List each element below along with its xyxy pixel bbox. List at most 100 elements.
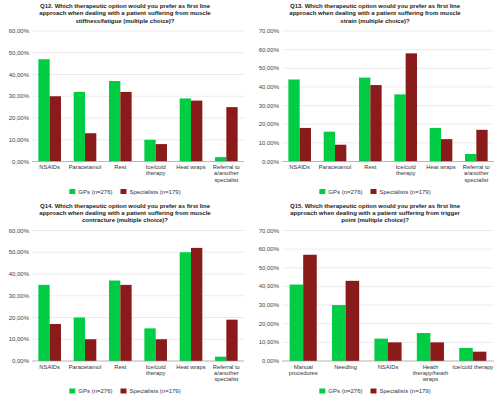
panel: Q13. Which therapeutic option would you … (259, 3, 494, 195)
x-tick-label-line: therapy/heath (413, 370, 448, 376)
y-tick-label: 40,00% (259, 283, 280, 289)
bar (459, 348, 473, 361)
chart-title-line: approach when dealing with a patient suf… (289, 10, 461, 16)
legend-swatch (69, 189, 75, 194)
x-tick-label: Paracetamol (69, 164, 102, 170)
grid-line (32, 295, 244, 296)
y-tick-label: 50,00% (259, 65, 280, 71)
y-tick-label: 50,00% (9, 50, 30, 56)
x-tick-label: NSAIDs (39, 364, 60, 370)
x-tick-label: Heat wraps (426, 164, 455, 170)
y-tick-label: 20,00% (9, 315, 30, 321)
bar (156, 339, 167, 361)
bar (85, 133, 96, 161)
x-tick-label-line: Heat wraps (176, 164, 205, 170)
y-tick-label: 10,00% (9, 336, 30, 342)
legend: GPs (n=276) Specialists (n=179) (319, 189, 430, 195)
y-tick-label: 30,00% (259, 302, 280, 308)
grid-line (282, 124, 494, 125)
grid-line (32, 230, 244, 231)
y-tick-label: 40,00% (9, 72, 30, 78)
panel: Q12. Which therapeutic option would you … (9, 3, 244, 195)
x-tick-label: Rest (114, 164, 126, 170)
x-tick-label: Manualprocedures (289, 364, 318, 376)
legend-label: Specialists (n=179) (379, 189, 430, 195)
bar (290, 285, 304, 361)
x-tick-label: Referral toa/anotherspecialist (213, 164, 240, 183)
x-tick-label-line: procedures (289, 370, 318, 376)
x-tick-label-line: Ice/cold (146, 164, 166, 170)
bar (109, 281, 120, 361)
bar (74, 92, 85, 162)
grid-line (32, 31, 244, 32)
grid-line (282, 161, 494, 162)
bar (374, 339, 388, 361)
legend-swatch (370, 189, 376, 194)
y-tick-label: 20,00% (259, 321, 280, 327)
chart-title-line: Q13. Which therapeutic option would you … (290, 3, 461, 9)
chart-title-line: point (multiple choice)? (341, 217, 409, 223)
bars (38, 59, 237, 161)
chart-title-line: Q12. Which therapeutic option would you … (40, 3, 211, 9)
chart-title: Q15. Which therapeutic option would you … (290, 203, 461, 224)
x-tick-label-line: Paracetamol (319, 164, 352, 170)
legend-label: GPs (n=276) (78, 189, 112, 195)
bar (226, 107, 237, 161)
y-tick-label: 10,00% (9, 137, 30, 143)
x-tick-label-line: Rest (114, 164, 126, 170)
x-tick-label-line: a/another (214, 170, 239, 176)
x-axis-line (282, 361, 494, 362)
bar (300, 128, 311, 162)
x-tick-label: Ice/coldtherapy (396, 164, 416, 176)
x-tick-label: Rest (114, 364, 126, 370)
grid-line (282, 249, 494, 250)
legend-swatch (319, 389, 325, 394)
chart-title-line: approach when dealing with a patient suf… (290, 210, 460, 216)
x-tick-label-line: specialist (214, 376, 238, 382)
x-axis-line (32, 161, 244, 162)
x-tick-label: NSAIDs (289, 164, 310, 170)
legend-label: Specialists (n=179) (129, 189, 180, 195)
bar (394, 94, 405, 161)
bar (430, 342, 444, 361)
y-tick-label: 70,00% (259, 228, 280, 234)
x-tick-label-line: NSAIDs (39, 364, 60, 370)
x-tick-label: Ice/coldtherapy (146, 364, 166, 376)
bar (226, 320, 237, 361)
x-axis-line (282, 161, 494, 162)
grid-line (32, 274, 244, 275)
bars (38, 248, 237, 361)
bar (473, 352, 487, 361)
x-tick-label-line: Referral to (463, 164, 490, 170)
bar (180, 98, 191, 161)
grid-line (32, 317, 244, 318)
bar (215, 357, 226, 361)
bar (476, 130, 487, 162)
y-tick-label: 30,00% (9, 293, 30, 299)
chart-title-line: Q14. Which therapeutic option would you … (40, 203, 211, 209)
grid-line (32, 52, 244, 53)
x-tick-label-line: Ice/cold (396, 164, 416, 170)
x-tick-label-line: Rest (364, 164, 376, 170)
x-tick-label-line: NSAIDs (378, 364, 399, 370)
bar (417, 333, 431, 361)
bar (441, 139, 452, 161)
legend-label: GPs (n=276) (328, 189, 362, 195)
x-tick-label: Paracetamol (319, 164, 352, 170)
x-tick-label: Ice/coldtherapy (146, 164, 166, 176)
legend: GPs (n=276)Specialists (n=179) (319, 388, 430, 394)
bar (50, 324, 61, 361)
legend-label: Specialists (n=179) (129, 388, 180, 394)
y-tick-label: 50,00% (9, 249, 30, 255)
x-tick-label: Heat wraps (176, 164, 205, 170)
bar (465, 154, 476, 161)
x-tick-label-line: therapy (396, 170, 415, 176)
x-tick-label-line: Paracetamol (69, 364, 102, 370)
y-tick-label: 20,00% (259, 121, 280, 127)
x-tick-label-line: Referral to (213, 164, 240, 170)
bar (370, 85, 381, 161)
grid-line (32, 161, 244, 162)
chart-title: Q13. Which therapeutic option would you … (289, 3, 461, 24)
x-tick-label-line: NSAIDs (289, 164, 310, 170)
chart-title-line: approach when dealing with a patient suf… (39, 210, 211, 216)
